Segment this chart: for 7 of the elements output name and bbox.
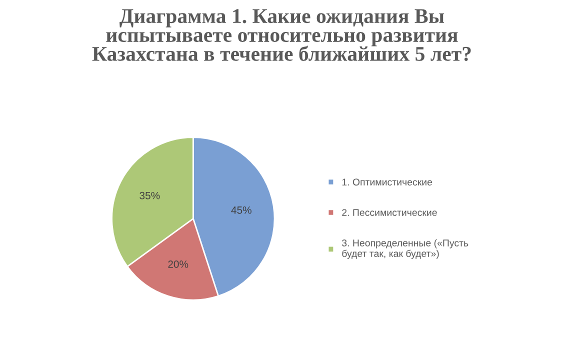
chart-title: Диаграмма 1. Какие ожидания Вы испытываете относительно развития Казахстана в течение ближайших 5 лет? <box>92 9 471 62</box>
legend-label: 2. Пессимистические <box>342 209 437 216</box>
data-label: 45% <box>231 206 252 214</box>
legend-label: 3. Неопределенные («Пусть будет так, как будет») <box>342 239 468 259</box>
data-label: 35% <box>140 192 160 200</box>
data-label: 20% <box>168 260 188 268</box>
legend-label: 1. Оптимистические <box>342 178 432 186</box>
